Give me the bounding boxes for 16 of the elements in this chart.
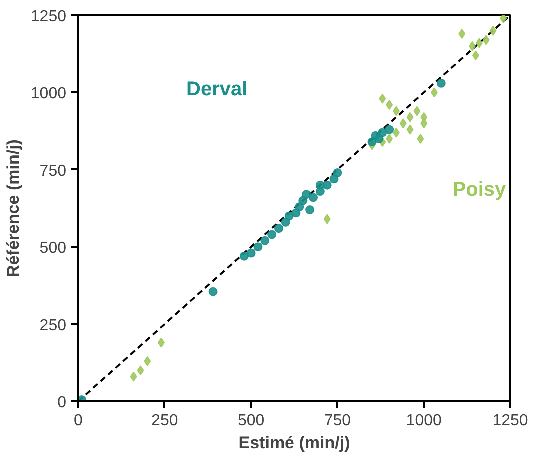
y-axis-title: Référence (min/j) bbox=[4, 140, 23, 278]
y-tick-label: 0 bbox=[58, 394, 67, 412]
y-tick-label: 1000 bbox=[30, 86, 67, 103]
y-tick-label: 250 bbox=[40, 317, 67, 334]
x-tick-label: 750 bbox=[324, 412, 352, 430]
x-axis-title: Estimé (min/j) bbox=[238, 434, 350, 452]
y-tick-label: 1250 bbox=[30, 8, 67, 26]
x-tick-label: 1250 bbox=[492, 412, 528, 430]
x-tick-label: 250 bbox=[152, 412, 178, 430]
y-tick-label: 500 bbox=[40, 240, 67, 258]
x-tick-label: 500 bbox=[238, 412, 265, 430]
text: Derval bbox=[186, 78, 248, 100]
y-tick-label: 750 bbox=[40, 162, 67, 180]
x-tick-label: 0 bbox=[74, 412, 84, 430]
x-tick-label: 1000 bbox=[406, 412, 442, 430]
text: Poisy bbox=[452, 178, 508, 201]
